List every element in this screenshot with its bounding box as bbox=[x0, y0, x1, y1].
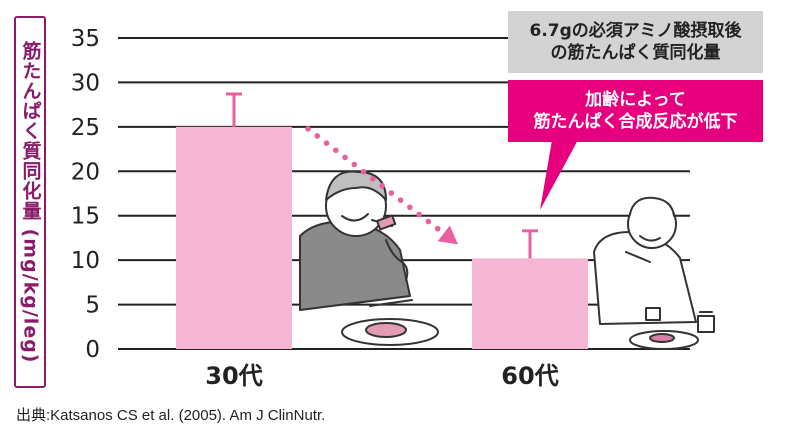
arrow-dot bbox=[323, 140, 330, 146]
arrow-dot bbox=[416, 211, 422, 218]
gray-callout: 6.7gの必須アミノ酸摂取後 の筋たんぱく質同化量 bbox=[508, 11, 763, 73]
x-tick-label: 60代 bbox=[501, 362, 558, 390]
y-tick-label: 20 bbox=[71, 159, 100, 185]
pink-callout: 加齢によって 筋たんぱく合成反応が低下 bbox=[508, 80, 763, 142]
bars bbox=[176, 126, 588, 349]
source-citation: 出典:Katsanos CS et al. (2005). Am J ClinN… bbox=[16, 407, 326, 424]
arrow-dot bbox=[434, 225, 441, 232]
y-tick-label: 25 bbox=[71, 115, 100, 141]
arrow-dot bbox=[407, 204, 413, 211]
arrow-dot bbox=[342, 154, 348, 161]
arrow-dot bbox=[351, 161, 358, 168]
x-tick-label: 30代 bbox=[205, 362, 262, 390]
bar bbox=[176, 126, 292, 349]
y-tick-label: 35 bbox=[71, 26, 100, 52]
callout-pointer bbox=[540, 140, 578, 210]
arrow-dot bbox=[379, 183, 385, 189]
arrow-dot bbox=[425, 218, 432, 225]
arrow-dot bbox=[397, 197, 404, 203]
arrow-dot bbox=[314, 133, 321, 139]
x-tick-labels: 30代 60代 bbox=[205, 362, 558, 390]
y-tick-label: 15 bbox=[71, 204, 100, 230]
y-axis-label: 筋たんぱく質同化量 (mg/kg/leg) bbox=[19, 40, 42, 364]
young-man-eating-steak-icon bbox=[299, 170, 439, 346]
y-tick-label: 30 bbox=[71, 70, 100, 96]
arrow-dot bbox=[332, 147, 339, 154]
y-tick-labels: 0 5 10 15 20 25 30 35 bbox=[71, 26, 100, 363]
y-tick-label: 10 bbox=[71, 248, 100, 274]
y-axis-label-box: 筋たんぱく質同化量 (mg/kg/leg) bbox=[14, 16, 46, 388]
arrow-head bbox=[437, 225, 458, 245]
arrow-dot bbox=[305, 126, 311, 132]
y-tick-label: 5 bbox=[85, 293, 100, 319]
arrow-dot bbox=[370, 175, 376, 182]
arrow-dot bbox=[388, 190, 395, 196]
error-bars bbox=[226, 92, 538, 259]
bar bbox=[472, 258, 588, 349]
older-man-eating-small-meal-icon bbox=[593, 196, 715, 350]
y-tick-label: 0 bbox=[85, 337, 100, 363]
decline-arrow bbox=[305, 126, 458, 245]
arrow-dot bbox=[360, 168, 367, 175]
